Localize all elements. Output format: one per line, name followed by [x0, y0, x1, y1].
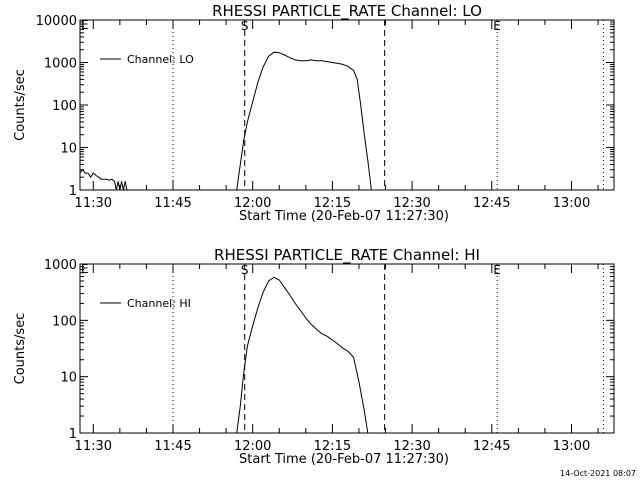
x-axis-label: Start Time (20-Feb-07 11:27:30) — [239, 209, 449, 224]
legend-label: Channel: HI — [127, 297, 191, 310]
x-tick-label: 12:15 — [314, 196, 351, 211]
panel-1: RHESSI PARTICLE_RATE Channel: LO 1 10 100 10… — [13, 2, 615, 224]
corner-label: E — [81, 18, 89, 32]
y-tick-label: 100 — [52, 99, 77, 114]
chart-title: RHESSI PARTICLE_RATE Channel: HI — [214, 246, 480, 265]
marker-label: S — [241, 19, 249, 33]
y-tick-label: 10 — [60, 371, 77, 386]
x-tick-label: 11:30 — [75, 196, 112, 211]
series-line — [236, 276, 369, 434]
x-tick-label: 13:00 — [553, 196, 590, 211]
marker-label: E — [493, 263, 501, 277]
y-tick-label: 1000 — [44, 57, 77, 72]
legend-label: Channel: LO — [127, 53, 194, 66]
y-tick-label: 1000 — [44, 258, 77, 273]
y-tick-label: 10000 — [36, 14, 77, 29]
x-tick-label: 13:00 — [553, 439, 590, 454]
x-tick-label: 12:00 — [234, 196, 271, 211]
corner-label: E — [81, 262, 89, 276]
x-tick-label: 11:45 — [154, 196, 191, 211]
plot-frame — [79, 263, 615, 434]
x-tick-label: 11:30 — [75, 439, 112, 454]
y-axis-label: Counts/sec — [13, 313, 28, 385]
y-tick-label: 1 — [69, 184, 77, 199]
panel-2: RHESSI PARTICLE_RATE Channel: HI 1 10 100 10… — [13, 246, 615, 467]
chart-title: RHESSI PARTICLE_RATE Channel: LO — [212, 2, 482, 21]
series-line — [79, 51, 372, 191]
y-tick-label: 10 — [60, 142, 77, 157]
y-axis-label: Counts/sec — [13, 69, 28, 141]
x-tick-label: 12:30 — [393, 439, 430, 454]
x-tick-label: 12:45 — [473, 439, 510, 454]
x-tick-label: 12:15 — [314, 439, 351, 454]
marker-label: S — [241, 263, 249, 277]
x-tick-label: 12:45 — [473, 196, 510, 211]
x-axis-label: Start Time (20-Feb-07 11:27:30) — [239, 452, 449, 467]
x-tick-label: 12:30 — [393, 196, 430, 211]
timestamp: 14-Oct-2021 08:07 — [560, 469, 636, 478]
y-tick-label: 100 — [52, 314, 77, 329]
x-tick-label: 11:45 — [154, 439, 191, 454]
marker-label: E — [493, 19, 501, 33]
x-tick-label: 12:00 — [234, 439, 271, 454]
y-tick-label: 1 — [69, 427, 77, 442]
